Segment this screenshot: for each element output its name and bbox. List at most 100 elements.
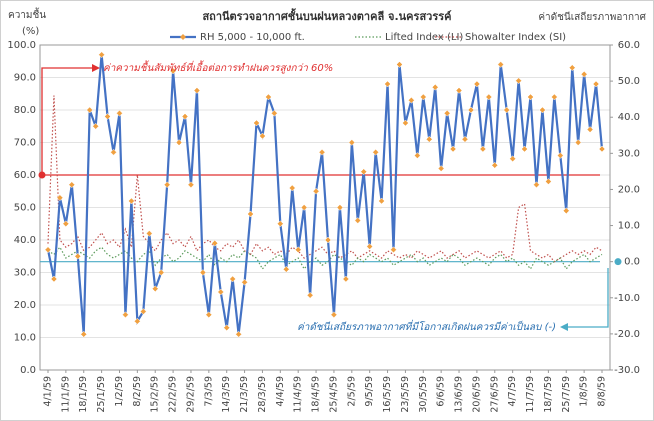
data-point: [449, 145, 457, 153]
x-tick-label: 18/1/59: [78, 376, 89, 413]
data-point: [330, 311, 338, 319]
x-tick-label: 16/5/59: [382, 376, 393, 413]
y-tick-label: 40.0: [14, 235, 36, 246]
data-point: [533, 181, 540, 189]
y-tick-label: 90.0: [14, 73, 36, 84]
y2-tick-label: 20.0: [618, 184, 640, 195]
data-point: [461, 135, 469, 143]
y2-tick-label: 30.0: [618, 148, 640, 159]
x-tick-label: 18/4/59: [311, 376, 322, 413]
data-point: [282, 265, 290, 273]
x-tick-label: 29/2/59: [185, 376, 196, 413]
data-point: [294, 246, 302, 254]
data-point: [68, 181, 76, 189]
x-tick-label: 14/3/59: [221, 376, 232, 413]
data-point: [104, 113, 111, 120]
data-point: [62, 220, 70, 228]
data-point: [241, 278, 248, 286]
chart-title: สถานีตรวจอากาศชั้นบนฝนหลวงตาคลี จ.นครสวร…: [202, 8, 451, 23]
data-point: [515, 77, 522, 85]
data-point: [211, 239, 219, 247]
data-point: [539, 106, 546, 114]
x-tick-label: 2/5/59: [346, 376, 357, 407]
x-tick-label: 15/2/59: [150, 376, 161, 413]
data-point: [175, 139, 183, 146]
data-point: [509, 155, 516, 163]
data-point: [378, 197, 385, 205]
arrow-head: [560, 323, 568, 331]
data-point: [425, 135, 433, 143]
data-point: [128, 197, 135, 205]
data-point: [592, 80, 600, 88]
data-point: [306, 291, 314, 299]
legend-item: Showalter Index (SI): [435, 32, 566, 43]
data-point: [455, 87, 463, 94]
data-point: [562, 207, 570, 215]
y2-tick-label: 10.0: [618, 221, 640, 232]
data-point: [580, 70, 588, 78]
data-point: [163, 181, 171, 189]
data-point: [56, 194, 64, 202]
x-tick-label: 22/2/59: [168, 376, 179, 413]
data-point: [223, 324, 231, 332]
series-line: [47, 246, 603, 270]
data-point: [437, 165, 445, 172]
data-point: [181, 113, 189, 120]
data-point: [568, 64, 576, 72]
data-point: [342, 275, 350, 283]
x-tick-label: 1/8/59: [579, 376, 590, 407]
data-point: [193, 87, 201, 94]
data-point: [479, 145, 487, 153]
data-point: [431, 83, 439, 91]
y-tick-label: 100.0: [7, 40, 36, 51]
data-point: [50, 275, 58, 283]
data-point: [44, 246, 52, 254]
x-tick-label: 7/3/59: [203, 376, 214, 407]
x-tick-label: 23/5/59: [400, 376, 411, 413]
y-tick-label: 30.0: [14, 268, 36, 279]
y2-tick-label: 0.0: [624, 257, 640, 268]
data-point: [312, 187, 320, 195]
data-point: [360, 168, 368, 176]
x-tick-label: 18/7/59: [543, 376, 554, 413]
x-tick-label: 4/7/59: [507, 376, 518, 407]
data-point: [556, 152, 564, 159]
x-tick-label: 25/7/59: [561, 376, 572, 413]
data-point: [521, 145, 528, 153]
data-point: [491, 161, 499, 169]
data-point: [348, 139, 356, 146]
data-point: [205, 311, 213, 319]
y2-tick-label: 40.0: [618, 112, 640, 123]
data-point: [74, 252, 82, 260]
data-point: [235, 330, 242, 338]
data-point: [419, 93, 427, 101]
x-tick-label: 30/5/59: [418, 376, 429, 413]
data-point: [187, 181, 195, 189]
data-point: [396, 61, 403, 68]
legend-label: RH 5,000 - 10,000 ft.: [200, 32, 305, 43]
data-point: [485, 93, 493, 101]
data-point: [134, 317, 141, 325]
data-point: [473, 80, 481, 88]
data-point: [372, 148, 379, 156]
x-tick-label: 11/1/59: [60, 376, 71, 413]
data-point: [300, 204, 308, 211]
plot-area: 0.0 10.0 20.0 30.0 40.0 50.0 60.0 70.0 80.0 90.0 1…: [7, 32, 640, 413]
data-point: [199, 269, 207, 276]
data-point: [157, 269, 165, 276]
x-tick-label: 9/5/59: [364, 376, 375, 407]
annotation: ค่าความชื้นสัมพัทธ์ที่เอื้อต่อการทำฝนควร…: [103, 60, 333, 74]
data-point: [247, 210, 254, 218]
data-point: [288, 184, 296, 192]
y2-tick-label: 60.0: [618, 40, 640, 51]
y2-tick-label: -20.0: [614, 329, 640, 340]
data-point: [265, 93, 272, 101]
x-tick-label: 8/2/59: [132, 376, 143, 407]
data-point: [318, 148, 326, 156]
data-point: [253, 119, 260, 127]
data-point: [139, 308, 147, 315]
data-point: [110, 148, 117, 156]
x-tick-label: 25/1/59: [96, 376, 107, 413]
x-tick-label: 25/4/59: [328, 376, 339, 413]
x-tick-label: 13/6/59: [454, 376, 465, 413]
